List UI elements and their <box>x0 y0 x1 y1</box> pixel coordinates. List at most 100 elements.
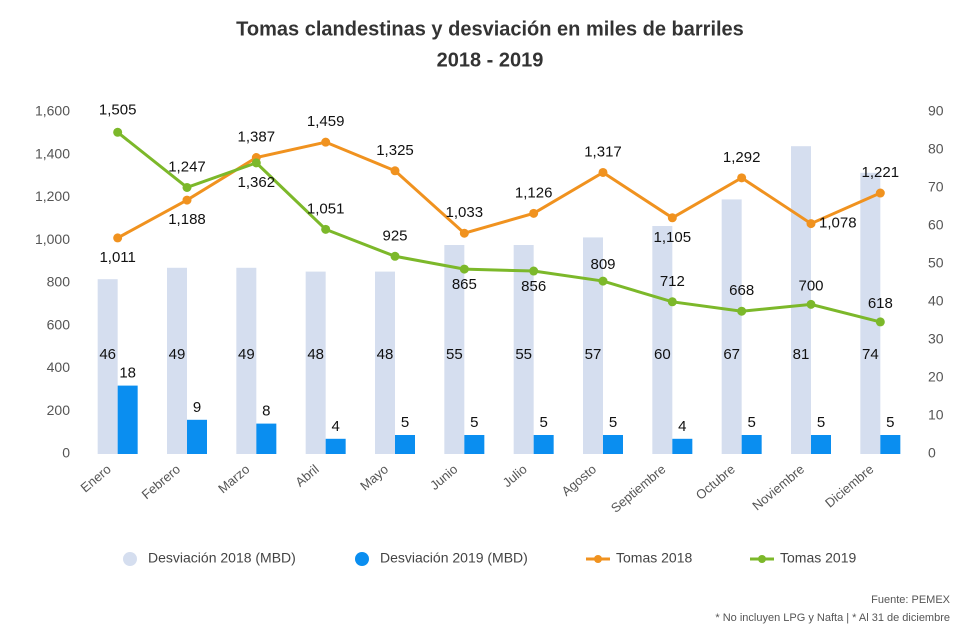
x-tick-label: Enero <box>78 461 114 495</box>
line-label: 1,188 <box>168 211 206 228</box>
bar <box>117 385 138 454</box>
bar <box>444 245 465 454</box>
y2-tick-label: 80 <box>928 141 944 157</box>
point <box>113 233 123 243</box>
line-label: 1,011 <box>99 249 135 266</box>
x-tick-label: Diciembre <box>822 461 876 510</box>
source: Fuente: PEMEX <box>871 594 951 606</box>
line <box>116 131 881 324</box>
bar-label: 57 <box>585 346 602 363</box>
y-tick-label: 200 <box>47 402 71 418</box>
point <box>529 266 539 276</box>
line-label: 1,317 <box>584 143 622 160</box>
point <box>598 276 608 286</box>
point <box>113 127 123 137</box>
point <box>598 167 608 177</box>
bar <box>256 423 277 454</box>
bar <box>187 419 207 454</box>
y2-tick-label: 20 <box>928 369 944 385</box>
point <box>806 219 816 229</box>
bar-label: 4 <box>331 418 339 435</box>
bar-label: 5 <box>817 414 825 431</box>
bar <box>791 146 811 454</box>
bar <box>305 271 326 454</box>
chart-subtitle: 2018 - 2019 <box>437 49 544 71</box>
y2-tick-label: 90 <box>928 103 944 119</box>
bar-label: 5 <box>747 414 755 431</box>
point <box>806 299 816 309</box>
line-label: 1,126 <box>515 184 553 201</box>
bar-label: 67 <box>723 346 740 363</box>
legend-label: Tomas 2019 <box>780 550 856 566</box>
bar <box>672 438 693 454</box>
y2-tick-label: 50 <box>928 255 944 271</box>
bar <box>325 438 346 454</box>
chart-title: Tomas clandestinas y desviación en miles… <box>236 18 744 40</box>
y-tick-label: 1,000 <box>35 231 70 247</box>
y-tick-label: 1,600 <box>35 103 70 119</box>
x-tick-label: Mayo <box>357 461 391 493</box>
x-tick-label: Julio <box>500 461 530 490</box>
point <box>529 208 539 218</box>
line-label: 1,325 <box>376 142 414 159</box>
legend-label: Desviación 2018 (MBD) <box>148 550 296 566</box>
bar <box>236 267 257 454</box>
x-tick-label: Noviembre <box>749 461 807 513</box>
bar-label: 55 <box>515 346 532 363</box>
point <box>667 213 677 223</box>
point <box>321 137 331 147</box>
bar-label: 5 <box>401 414 409 431</box>
bar-label: 55 <box>446 346 463 363</box>
line-label: 865 <box>452 276 477 293</box>
legend-label: Tomas 2018 <box>616 550 692 566</box>
bar-label: 18 <box>119 365 136 382</box>
x-tick-label: Febrero <box>139 461 184 502</box>
y2-tick-label: 60 <box>928 217 944 233</box>
bar-label: 5 <box>886 414 894 431</box>
line-label: 925 <box>382 227 407 244</box>
y2-tick-label: 30 <box>928 331 944 347</box>
bar-label: 74 <box>862 346 879 363</box>
point <box>390 251 400 261</box>
point <box>459 264 469 274</box>
bar <box>375 271 395 454</box>
bar <box>583 237 603 454</box>
bar <box>652 226 673 454</box>
bar-label: 8 <box>262 403 270 420</box>
line-label: 1,505 <box>99 101 137 118</box>
point <box>182 195 192 205</box>
point <box>321 224 331 234</box>
bar-label: 46 <box>99 346 116 363</box>
y-tick-label: 400 <box>47 359 71 375</box>
line-label: 1,078 <box>819 215 857 232</box>
bar <box>721 199 742 454</box>
point <box>667 297 677 307</box>
y2-tick-label: 10 <box>928 407 944 423</box>
x-tick-label: Agosto <box>558 461 599 499</box>
point <box>875 317 885 327</box>
line-label: 1,292 <box>723 149 761 166</box>
y-tick-label: 600 <box>47 316 71 332</box>
bar <box>533 435 554 454</box>
x-tick-label: Junio <box>427 461 460 492</box>
bar-label: 81 <box>793 346 810 363</box>
line-label: 618 <box>868 295 893 312</box>
line-label: 668 <box>729 282 754 299</box>
x-tick-label: Abril <box>292 461 322 489</box>
bar-label: 49 <box>169 346 186 363</box>
bar <box>880 435 901 454</box>
bar-label: 9 <box>193 399 201 416</box>
bar-label: 5 <box>609 414 617 431</box>
bar <box>811 435 831 454</box>
line-label: 1,459 <box>307 113 345 130</box>
note: * No incluyen LPG y Nafta | * Al 31 de d… <box>715 612 950 624</box>
x-tick-label: Octubre <box>693 461 738 502</box>
line <box>116 140 881 240</box>
legend-swatch <box>123 552 137 566</box>
line-label: 1,051 <box>307 200 345 217</box>
bar <box>860 172 881 455</box>
line-label: 809 <box>590 256 615 273</box>
line-label: 1,033 <box>446 204 484 221</box>
line-label: 856 <box>521 278 546 295</box>
